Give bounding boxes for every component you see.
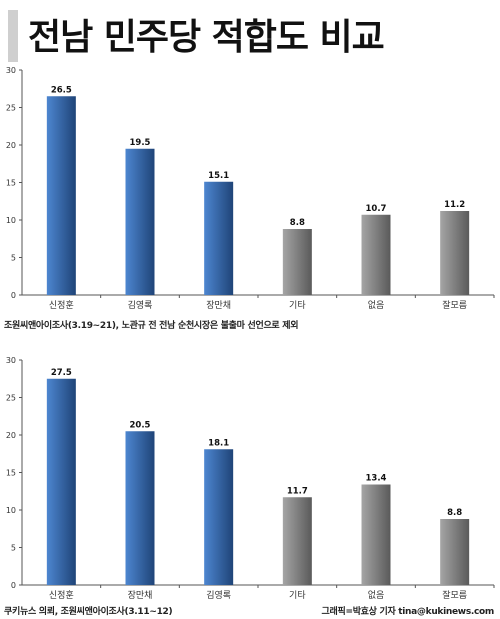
y-tick-label: 15 — [6, 179, 16, 188]
bar-value-label: 11.7 — [287, 486, 308, 496]
x-category-label: 신정훈 — [49, 299, 74, 310]
y-tick-label: 5 — [11, 254, 16, 263]
y-tick-label: 25 — [6, 104, 16, 113]
y-tick-label: 15 — [6, 469, 16, 478]
x-category-label: 없음 — [368, 590, 385, 600]
y-tick-label: 10 — [6, 506, 16, 515]
y-tick-label: 10 — [6, 216, 16, 225]
bar-5 — [361, 214, 391, 295]
x-category-label: 김영록 — [128, 299, 153, 310]
x-category-label: 없음 — [368, 300, 385, 310]
bar-4 — [282, 497, 312, 585]
bar-3 — [204, 449, 234, 585]
chart-1: 0 5 10 15 20 25 30 26.5 신정훈 19.5 김영록 15.1 장만채 8.8 기타 10… — [6, 66, 495, 310]
bar-value-label: 27.5 — [51, 368, 72, 378]
bar-1 — [46, 378, 76, 585]
title-accent-bar — [8, 10, 18, 62]
bar-5 — [361, 484, 391, 585]
bar-value-label: 8.8 — [290, 218, 305, 228]
bar-value-label: 11.2 — [444, 200, 465, 210]
bar-value-label: 20.5 — [130, 420, 151, 430]
bar-value-label: 10.7 — [366, 204, 387, 214]
bar-value-label: 26.5 — [51, 85, 72, 95]
x-category-label: 장만채 — [206, 300, 231, 310]
bar-6 — [440, 519, 470, 585]
page-title: 전남 민주당 적합도 비교 — [28, 17, 385, 58]
y-tick-label: 30 — [6, 66, 16, 75]
bar-value-label: 19.5 — [130, 138, 151, 148]
x-category-label: 기타 — [289, 300, 306, 310]
x-category-label: 김영록 — [206, 589, 231, 600]
bar-2 — [125, 148, 155, 295]
bar-6 — [440, 211, 470, 295]
chart-1-source-note: 조원씨앤아이조사(3.19~21), 노관규 전 전남 순천시장은 불출마 선언… — [4, 321, 299, 331]
bar-4 — [282, 229, 312, 295]
x-category-label: 잘모름 — [442, 299, 467, 310]
y-tick-label: 20 — [6, 141, 16, 150]
y-tick-label: 20 — [6, 431, 16, 440]
x-category-label: 장만채 — [128, 590, 153, 600]
y-tick-label: 30 — [6, 356, 16, 365]
x-category-label: 기타 — [289, 590, 306, 600]
y-tick-label: 0 — [11, 581, 16, 590]
graphic-credit: 그래픽=박효상 기자 tina@kukinews.com — [321, 607, 495, 617]
bar-value-label: 13.4 — [366, 474, 387, 484]
bar-2 — [125, 431, 155, 585]
x-category-label: 신정훈 — [49, 589, 74, 600]
bar-value-label: 15.1 — [208, 171, 229, 181]
y-tick-label: 0 — [11, 291, 16, 300]
bar-1 — [46, 96, 76, 295]
bar-value-label: 18.1 — [208, 438, 229, 448]
chart-2: 0 5 10 15 20 25 30 27.5 신정훈 20.5 장만채 18.1 김영록 11.7 기타 1… — [6, 356, 495, 600]
bar-value-label: 8.8 — [447, 508, 462, 518]
bar-3 — [204, 181, 234, 295]
y-tick-label: 25 — [6, 394, 16, 403]
chart-2-source-note: 쿠키뉴스 의뢰, 조원씨앤아이조사(3.11~12) — [4, 607, 173, 617]
x-category-label: 잘모름 — [442, 589, 467, 600]
y-tick-label: 5 — [11, 544, 16, 553]
